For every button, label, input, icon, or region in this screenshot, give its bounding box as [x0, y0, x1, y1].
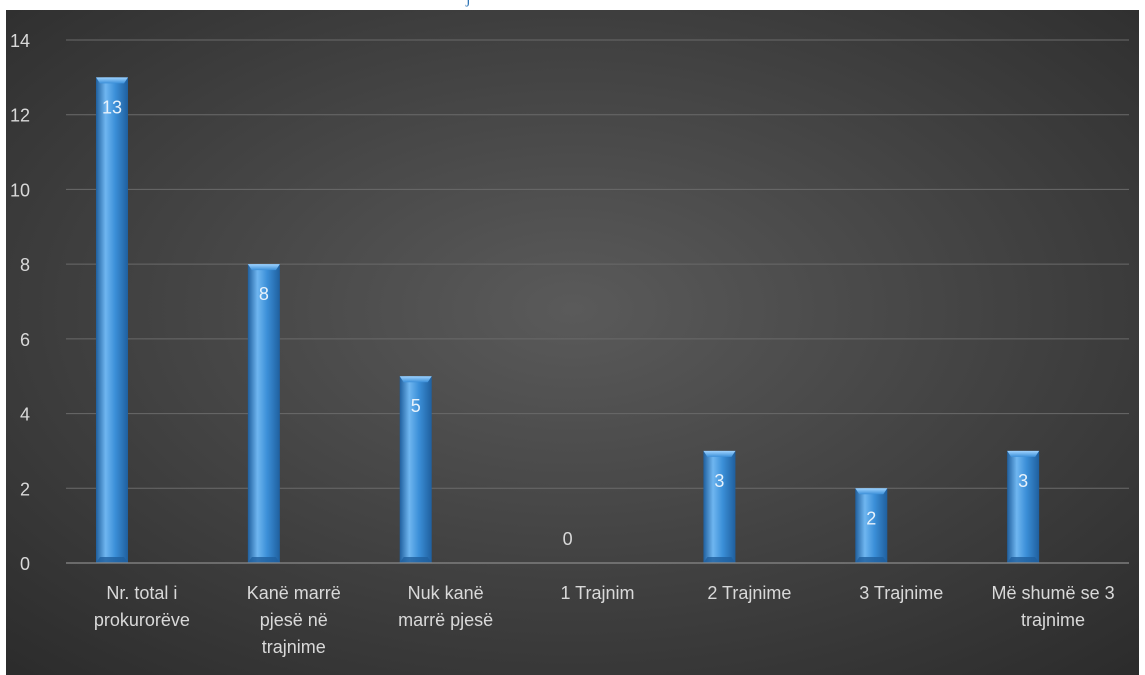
y-tick-label: 10: [10, 180, 30, 200]
bar: [703, 450, 736, 563]
bar-body: [96, 77, 128, 563]
y-tick-label: 6: [20, 330, 30, 350]
bar-chart: 0 2 4 6 8 10 12 14 13 8 5 0 3 2 3 Nr. total i prokuror…: [6, 10, 1139, 675]
x-tick-label: Nuk kanë: [408, 583, 484, 603]
data-label: 0: [563, 529, 573, 549]
data-label: 3: [1018, 471, 1028, 491]
x-tick-label: marrë pjesë: [398, 610, 493, 630]
bar-base: [399, 557, 432, 563]
bar-cap: [399, 376, 432, 383]
bar-cap: [1007, 450, 1040, 457]
bar-cap: [247, 264, 280, 271]
y-tick-label: 4: [20, 405, 30, 425]
data-label: 13: [102, 97, 122, 117]
bars: [96, 77, 1040, 563]
y-tick-label: 8: [20, 255, 30, 275]
bar-body: [399, 376, 432, 563]
bar: [96, 77, 128, 563]
x-axis: Nr. total i prokurorëve Kanë marrë pjesë në…: [66, 562, 1129, 657]
bar: [399, 376, 432, 563]
y-axis: 0 2 4 6 8 10 12 14: [10, 31, 30, 574]
x-tick-label: Më shumë se 3: [992, 583, 1115, 603]
x-tick-label: 3 Trajnime: [859, 583, 943, 603]
bar-body: [1007, 450, 1040, 563]
y-tick-label: 0: [20, 554, 30, 574]
bar-body: [247, 264, 280, 563]
data-label: 5: [411, 396, 421, 416]
bar-base: [703, 557, 736, 563]
data-labels: 13 8 5 0 3 2 3: [102, 97, 1028, 549]
bar: [855, 488, 888, 563]
bar-cap: [855, 488, 888, 495]
data-label: 2: [866, 508, 876, 528]
gridlines: [66, 39, 1129, 489]
y-tick-label: 14: [10, 31, 30, 51]
bar-base: [855, 557, 888, 563]
data-label: 3: [714, 471, 724, 491]
y-tick-label: 2: [20, 479, 30, 499]
title-strip: j: [0, 0, 1145, 10]
x-tick-label: prokurorëve: [94, 610, 190, 630]
bar-cap: [96, 77, 128, 84]
bar-base: [1007, 557, 1040, 563]
x-tick-label: 2 Trajnime: [707, 583, 791, 603]
data-label: 8: [259, 284, 269, 304]
x-tick-label: 1 Trajnim: [560, 583, 634, 603]
bar-base: [247, 557, 280, 563]
x-tick-label: Nr. total i: [106, 583, 177, 603]
x-tick-label: Kanë marrë: [247, 583, 341, 603]
y-tick-label: 12: [10, 106, 30, 126]
bar: [247, 264, 280, 563]
bar-base: [96, 557, 128, 563]
x-tick-label: trajnime: [262, 637, 326, 657]
bar: [1007, 450, 1040, 563]
bar-body: [855, 488, 888, 563]
title-fragment: j: [466, 0, 472, 7]
x-tick-label: trajnime: [1021, 610, 1085, 630]
chart-background: [6, 10, 1139, 675]
bar-body: [703, 450, 736, 563]
bar-cap: [703, 450, 736, 457]
x-tick-label: pjesë në: [260, 610, 328, 630]
